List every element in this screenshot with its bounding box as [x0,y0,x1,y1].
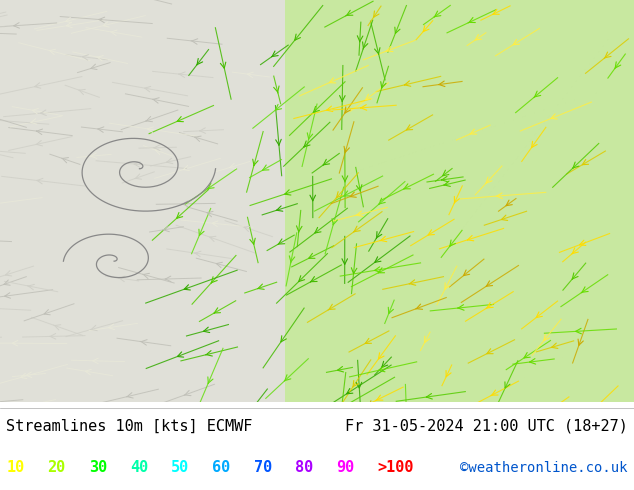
Text: ©weatheronline.co.uk: ©weatheronline.co.uk [460,461,628,475]
Text: Streamlines 10m [kts] ECMWF: Streamlines 10m [kts] ECMWF [6,419,253,434]
Text: 20: 20 [48,461,66,475]
Text: 60: 60 [212,461,231,475]
FancyBboxPatch shape [285,0,634,402]
Text: 30: 30 [89,461,107,475]
Text: 10: 10 [6,461,25,475]
Text: 90: 90 [336,461,354,475]
Text: 50: 50 [171,461,190,475]
Text: 40: 40 [130,461,148,475]
Text: >100: >100 [377,461,414,475]
Text: 80: 80 [295,461,313,475]
Text: 70: 70 [254,461,272,475]
Text: Fr 31-05-2024 21:00 UTC (18+27): Fr 31-05-2024 21:00 UTC (18+27) [345,419,628,434]
FancyBboxPatch shape [0,0,285,402]
